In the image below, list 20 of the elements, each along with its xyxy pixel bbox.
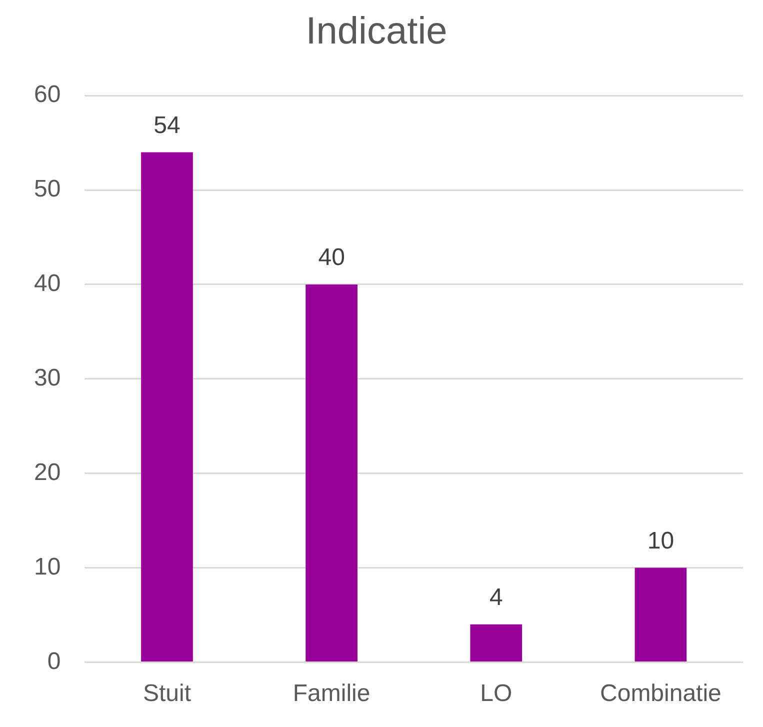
data-label: 4 bbox=[489, 584, 503, 612]
y-tick-label: 30 bbox=[34, 364, 61, 392]
bar bbox=[141, 152, 193, 662]
data-label: 40 bbox=[318, 244, 345, 272]
y-tick-label: 0 bbox=[47, 648, 61, 675]
x-tick-label: LO bbox=[480, 680, 512, 708]
x-tick-label: Combinatie bbox=[600, 680, 722, 708]
chart-title: Indicatie bbox=[306, 10, 448, 52]
bar bbox=[306, 284, 358, 662]
y-tick-label: 10 bbox=[34, 553, 61, 580]
bar bbox=[470, 624, 522, 662]
x-tick-label: Familie bbox=[292, 680, 370, 708]
data-label: 10 bbox=[647, 527, 674, 554]
y-tick-label: 40 bbox=[34, 270, 61, 298]
data-label: 54 bbox=[154, 112, 180, 139]
y-tick-label: 60 bbox=[34, 81, 61, 108]
bar bbox=[634, 568, 687, 662]
x-tick-label: Stuit bbox=[142, 680, 192, 708]
y-tick-label: 50 bbox=[34, 176, 61, 203]
y-tick-label: 20 bbox=[34, 458, 61, 486]
